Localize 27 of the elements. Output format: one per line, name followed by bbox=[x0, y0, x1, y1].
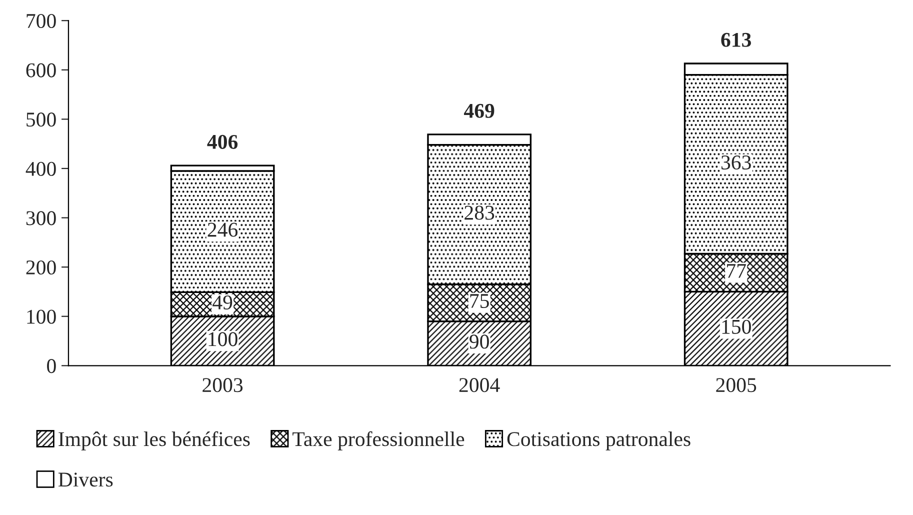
y-tick-label: 100 bbox=[27, 310, 56, 324]
y-tick-label: 300 bbox=[26, 211, 56, 226]
x-tick-label: 2003 bbox=[202, 378, 243, 392]
x-tick-label: 2005 bbox=[716, 378, 756, 392]
legend-label: Cotisations patronales bbox=[507, 432, 690, 450]
x-tick-label: 2004 bbox=[459, 378, 500, 392]
legend-label: Divers bbox=[58, 472, 113, 487]
y-tick-label: 0 bbox=[47, 359, 56, 374]
data-label: 90 bbox=[470, 334, 489, 349]
y-tick-label: 400 bbox=[26, 162, 56, 176]
y-tick-label: 200 bbox=[26, 260, 56, 274]
data-label: 363 bbox=[721, 156, 751, 170]
data-label: 283 bbox=[464, 206, 494, 220]
data-label: 150 bbox=[722, 320, 751, 334]
data-label: 75 bbox=[470, 294, 489, 308]
total-label: 469 bbox=[464, 104, 494, 118]
y-tick-label: 600 bbox=[26, 63, 56, 78]
y-tick-label: 500 bbox=[26, 112, 56, 127]
data-label: 77 bbox=[727, 264, 746, 278]
total-label: 613 bbox=[721, 32, 752, 47]
legend-label: Impôt sur les bénéfices bbox=[58, 431, 250, 450]
legend-label: Taxe professionnelle bbox=[292, 431, 464, 450]
data-label: 246 bbox=[208, 222, 238, 237]
data-label: 100 bbox=[208, 332, 238, 346]
y-tick-label: 700 bbox=[26, 14, 56, 28]
data-label: 49 bbox=[212, 295, 232, 310]
total-label: 406 bbox=[207, 134, 238, 149]
